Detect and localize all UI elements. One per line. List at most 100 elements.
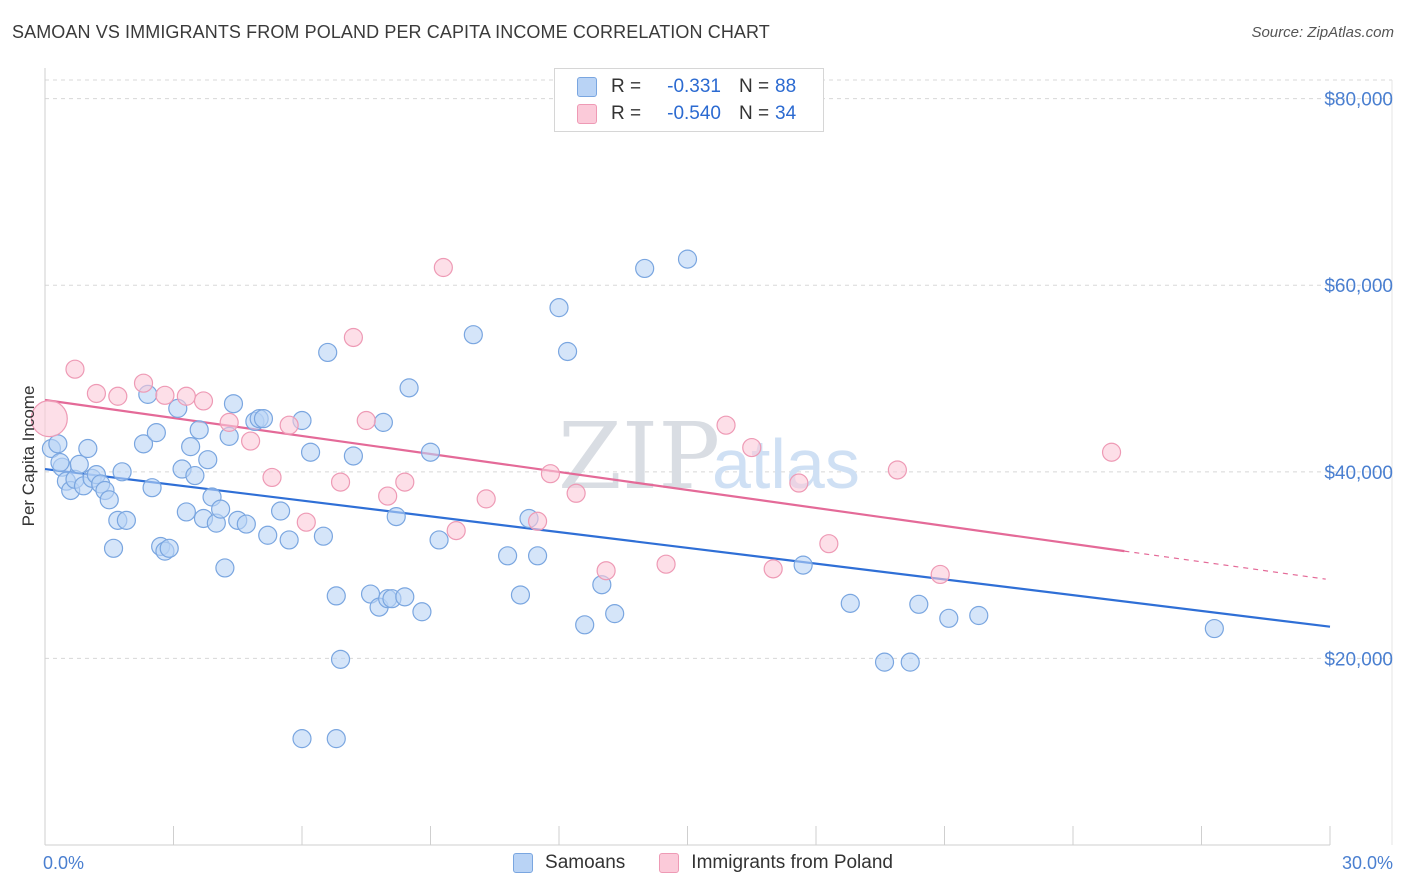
point-samoans bbox=[510, 585, 531, 605]
tick-labels: $20,000 $40,000 $60,000 $80,000 0.0% 30.0% bbox=[43, 90, 1393, 873]
point-samoans bbox=[292, 729, 312, 749]
y-tick-label: $20,000 bbox=[1324, 649, 1393, 670]
series-swatch-samoans bbox=[513, 853, 534, 873]
point-poland bbox=[742, 437, 762, 458]
point-samoans bbox=[939, 608, 959, 628]
point-poland bbox=[527, 511, 548, 531]
axes bbox=[44, 68, 1393, 846]
point-samoans bbox=[112, 462, 132, 482]
source-credit: Source: ZipAtlas.com bbox=[1251, 24, 1394, 41]
watermark-atlas: atlas bbox=[712, 425, 860, 503]
point-samoans bbox=[198, 450, 218, 470]
series-swatch-poland bbox=[659, 853, 680, 873]
point-poland bbox=[656, 554, 676, 574]
point-poland bbox=[887, 460, 907, 480]
y-axis-label: Per Capita Income bbox=[19, 386, 38, 527]
point-poland bbox=[395, 472, 415, 492]
point-samoans bbox=[386, 507, 406, 527]
series-legend-poland[interactable]: Immigrants from Poland bbox=[659, 852, 893, 874]
point-samoans bbox=[326, 729, 346, 749]
point-samoans bbox=[142, 478, 162, 498]
point-samoans bbox=[635, 258, 655, 279]
point-samoans bbox=[99, 490, 119, 510]
point-poland bbox=[296, 512, 316, 532]
point-poland bbox=[219, 412, 239, 432]
watermark: ZIP atlas bbox=[558, 403, 860, 510]
series-legend-samoans[interactable]: Samoans bbox=[513, 852, 625, 874]
point-samoans bbox=[300, 442, 321, 462]
point-samoans bbox=[793, 555, 813, 575]
point-samoans bbox=[133, 434, 154, 454]
legend-swatch-samoans bbox=[577, 77, 597, 97]
point-samoans bbox=[575, 615, 595, 635]
point-poland bbox=[930, 564, 950, 585]
point-poland bbox=[86, 383, 107, 404]
point-samoans bbox=[605, 604, 625, 624]
point-samoans bbox=[313, 526, 334, 546]
point-samoans bbox=[185, 465, 205, 486]
legend-n-label: N = bbox=[739, 76, 770, 97]
point-poland bbox=[566, 483, 586, 503]
legend-row-samoans: R = -0.331 N = 88 bbox=[577, 75, 796, 99]
point-samoans bbox=[412, 602, 432, 622]
point-samoans bbox=[909, 594, 929, 614]
legend-r-value: -0.331 bbox=[667, 76, 721, 97]
point-samoans bbox=[176, 502, 196, 522]
point-samoans bbox=[330, 649, 351, 669]
point-poland bbox=[343, 327, 363, 348]
trend-line-poland-extension bbox=[1124, 550, 1326, 580]
y-tick-label: $40,000 bbox=[1324, 463, 1393, 484]
point-samoans bbox=[969, 605, 989, 626]
point-samoans bbox=[840, 593, 860, 613]
x-tick-label: 0.0% bbox=[43, 853, 84, 873]
point-poland bbox=[330, 472, 351, 492]
point-samoans bbox=[253, 409, 274, 429]
point-samoans bbox=[1204, 618, 1224, 639]
point-samoans bbox=[429, 530, 449, 550]
point-samoans bbox=[223, 394, 244, 414]
point-samoans bbox=[527, 546, 548, 566]
point-samoans bbox=[343, 446, 363, 466]
legend-r-label: R = bbox=[611, 76, 642, 97]
correlation-legend: R = -0.331 N = 88 R = -0.540 N = 34 bbox=[554, 68, 824, 132]
point-samoans bbox=[279, 530, 299, 550]
point-poland bbox=[65, 359, 85, 379]
point-samoans bbox=[146, 423, 166, 443]
gridlines bbox=[45, 79, 1392, 659]
point-samoans bbox=[900, 652, 920, 672]
point-poland bbox=[433, 257, 453, 278]
point-samoans bbox=[420, 442, 441, 462]
point-samoans bbox=[69, 454, 89, 474]
point-poland bbox=[596, 561, 616, 581]
series-label-samoans: Samoans bbox=[545, 852, 626, 873]
legend-r-value: -0.540 bbox=[667, 103, 721, 124]
point-poland bbox=[446, 521, 466, 541]
point-samoans bbox=[159, 538, 179, 558]
point-samoans bbox=[258, 525, 278, 545]
legend-swatch-poland bbox=[577, 104, 597, 124]
legend-r-label: R = bbox=[611, 103, 642, 124]
point-samoans bbox=[498, 546, 518, 566]
y-tick-label: $60,000 bbox=[1324, 276, 1393, 297]
point-poland bbox=[108, 386, 128, 406]
point-poland bbox=[279, 415, 299, 435]
point-poland bbox=[176, 386, 196, 406]
point-poland bbox=[30, 400, 68, 438]
point-samoans bbox=[463, 325, 483, 345]
chart-title: SAMOAN VS IMMIGRANTS FROM POLAND PER CAP… bbox=[12, 22, 770, 42]
point-samoans bbox=[270, 501, 291, 521]
point-samoans bbox=[395, 587, 415, 607]
point-poland bbox=[716, 415, 736, 435]
point-poland bbox=[356, 410, 376, 431]
point-samoans bbox=[215, 558, 235, 578]
point-samoans bbox=[50, 452, 70, 473]
point-samoans bbox=[326, 586, 346, 606]
point-samoans bbox=[189, 420, 209, 440]
point-poland bbox=[262, 467, 282, 488]
legend-row-poland: R = -0.540 N = 34 bbox=[577, 102, 796, 126]
point-poland bbox=[476, 489, 496, 509]
series-label-poland: Immigrants from Poland bbox=[691, 852, 893, 873]
point-samoans bbox=[373, 412, 393, 432]
point-samoans bbox=[211, 499, 231, 519]
